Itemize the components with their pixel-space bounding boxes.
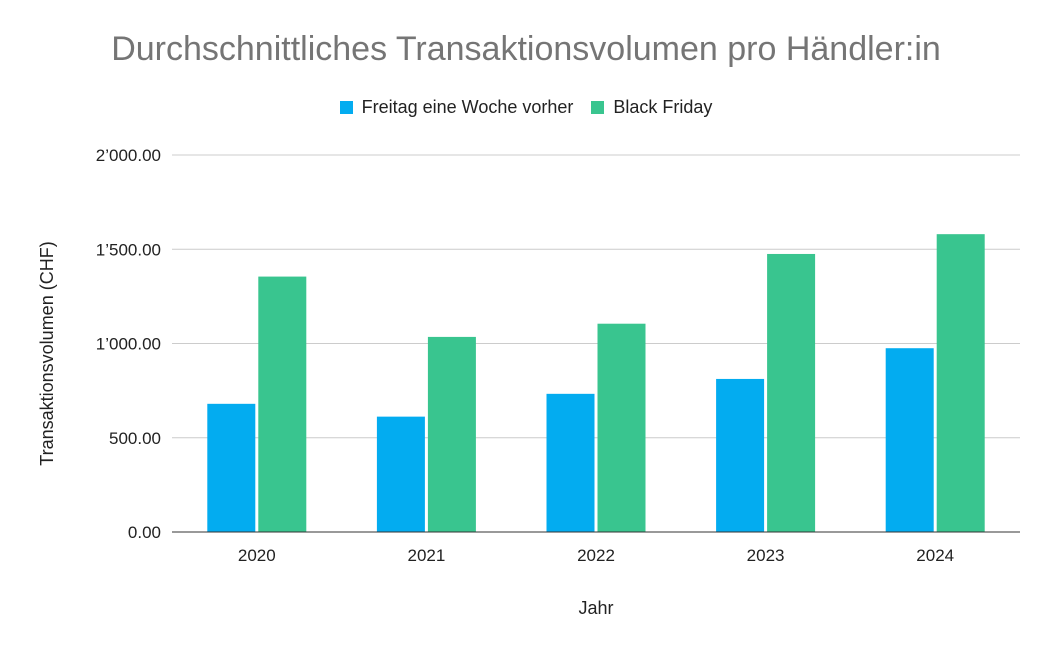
y-tick-label: 500.00: [109, 429, 161, 448]
y-axis-ticks: 0.00 500.00 1’000.00 1’500.00 2’000.00: [96, 146, 161, 542]
y-axis-label: Transaktionsvolumen (CHF): [37, 241, 57, 465]
legend: Freitag eine Woche vorher Black Friday: [0, 97, 1052, 118]
legend-item-series-2: Black Friday: [591, 97, 712, 118]
bar-series-1-2020: [207, 403, 256, 532]
bar-series-1-2023: [716, 378, 765, 532]
bar-series-1-2024: [885, 348, 934, 532]
bar-series-2-2021: [427, 336, 476, 532]
legend-swatch-series-1: [339, 101, 353, 114]
x-tick-label: 2024: [916, 546, 954, 565]
bar-series-1-2021: [376, 416, 425, 532]
y-tick-label: 2’000.00: [96, 146, 161, 165]
y-tick-label: 1’000.00: [96, 335, 161, 354]
legend-swatch-series-2: [591, 101, 605, 114]
bar-series-2-2023: [767, 253, 816, 532]
y-tick-label: 0.00: [128, 523, 161, 542]
x-tick-label: 2023: [747, 546, 785, 565]
x-tick-label: 2020: [238, 546, 276, 565]
bar-series-2-2020: [258, 276, 307, 532]
bar-series-2-2024: [936, 234, 985, 533]
x-tick-label: 2021: [407, 546, 445, 565]
x-tick-label: 2022: [577, 546, 615, 565]
legend-item-series-1: Freitag eine Woche vorher: [339, 97, 574, 118]
legend-label-series-2: Black Friday: [613, 97, 713, 117]
x-axis-ticks: 2020 2021 2022 2023 2024: [238, 546, 954, 565]
legend-label-series-1: Freitag eine Woche vorher: [361, 97, 574, 117]
bars: [207, 234, 985, 533]
x-axis-label: Jahr: [578, 598, 613, 618]
y-tick-label: 1’500.00: [96, 240, 161, 259]
chart-title: Durchschnittliches Transaktionsvolumen p…: [111, 30, 941, 68]
gridlines: [172, 154, 1020, 439]
bar-series-1-2022: [546, 393, 595, 532]
bar-series-2-2022: [597, 323, 646, 532]
